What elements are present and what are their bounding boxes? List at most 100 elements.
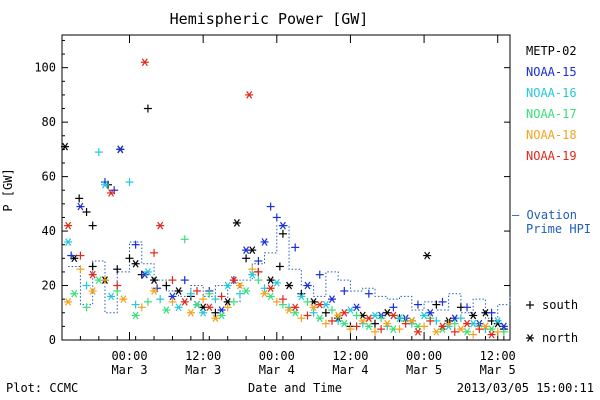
north-point	[242, 246, 251, 254]
x-tick-label-date: Mar 4	[332, 363, 368, 377]
x-tick-label-date: Mar 5	[480, 363, 516, 377]
north-point	[162, 306, 171, 314]
south-point	[303, 311, 312, 320]
south-point	[272, 213, 281, 222]
north-point	[272, 278, 281, 287]
south-point	[82, 281, 91, 290]
south-point	[450, 327, 459, 336]
north-point	[346, 306, 355, 314]
north-point	[64, 298, 73, 306]
x-tick-label-time: 00:00	[406, 349, 442, 363]
north-point	[352, 303, 361, 312]
y-tick-label: 20	[42, 279, 56, 293]
south-point	[303, 297, 312, 306]
legend-item-noaa-19: NOAA-19	[526, 149, 577, 163]
north-point	[423, 251, 432, 260]
south-point	[125, 178, 134, 187]
south-point	[328, 316, 337, 325]
south-point	[389, 303, 398, 312]
south-point	[88, 262, 97, 271]
south-point	[275, 262, 284, 271]
south-point	[82, 208, 91, 217]
north-point	[100, 180, 109, 189]
legend-south-label: south	[542, 298, 578, 312]
x-tick-label-time: 00:00	[111, 349, 147, 363]
south-point	[162, 281, 171, 290]
south-point	[254, 257, 263, 266]
south-point	[137, 303, 146, 312]
north-point	[285, 281, 294, 290]
north-point	[463, 327, 472, 336]
south-point	[156, 295, 165, 304]
north-point	[370, 311, 379, 320]
y-tick-label: 100	[34, 61, 56, 75]
north-point	[438, 322, 447, 331]
south-point	[131, 300, 140, 309]
y-tick-label: 80	[42, 115, 56, 129]
south-point	[463, 303, 472, 312]
south-point	[131, 240, 140, 249]
series-noaa-16	[64, 148, 502, 334]
south-point	[254, 267, 263, 276]
south-point	[180, 235, 189, 244]
south-point	[242, 254, 251, 263]
legend-item-noaa-15: NOAA-15	[526, 65, 577, 79]
x-tick-label-time: 12:00	[480, 349, 516, 363]
south-point	[125, 254, 134, 263]
ovation-line	[68, 225, 511, 319]
north-point	[248, 270, 257, 279]
north-point	[407, 317, 416, 325]
south-point	[217, 292, 226, 301]
north-point	[266, 284, 275, 293]
x-tick-label-date: Mar 4	[259, 363, 295, 377]
south-point	[413, 300, 422, 309]
north-point	[389, 311, 398, 320]
north-point	[364, 322, 373, 331]
south-point	[340, 286, 349, 295]
south-point	[475, 325, 484, 334]
legend-item-noaa-17: NOAA-17	[526, 107, 577, 121]
north-point	[383, 319, 392, 328]
north-point	[340, 308, 349, 317]
south-point	[432, 300, 441, 309]
north-point	[297, 292, 306, 301]
north-point	[150, 287, 159, 295]
north-point	[426, 308, 435, 317]
south-point	[315, 270, 324, 279]
south-point	[76, 265, 85, 274]
y-axis: 0 20 40 60 80 100	[34, 39, 510, 347]
legend-ovation-line1: — Ovation	[512, 208, 577, 222]
north-point	[242, 287, 251, 295]
north-point	[395, 314, 404, 323]
series-noaa-17	[70, 235, 508, 336]
north-point	[174, 303, 183, 312]
north-point	[205, 303, 214, 312]
south-point	[113, 281, 122, 290]
north-point	[278, 221, 287, 230]
y-axis-label: P [GW]	[1, 168, 15, 211]
south-point	[199, 295, 208, 304]
series-noaa-18	[64, 265, 502, 339]
north-point	[232, 219, 241, 227]
south-point	[266, 202, 275, 211]
south-point	[143, 104, 152, 113]
south-point	[401, 319, 410, 328]
north-point	[116, 145, 125, 154]
south-point	[352, 322, 361, 331]
south-point	[444, 319, 453, 328]
legend-item-noaa-18: NOAA-18	[526, 128, 577, 142]
south-point	[346, 325, 355, 334]
north-point	[334, 311, 343, 320]
legend-south-symbol	[526, 301, 534, 309]
x-tick-label-time: 12:00	[332, 349, 368, 363]
south-point	[426, 316, 435, 325]
north-point	[499, 322, 508, 331]
south-point	[370, 319, 379, 328]
south-point	[88, 221, 97, 230]
north-point	[143, 268, 152, 276]
south-point	[75, 194, 84, 203]
south-point	[94, 148, 103, 157]
south-point	[493, 327, 502, 336]
